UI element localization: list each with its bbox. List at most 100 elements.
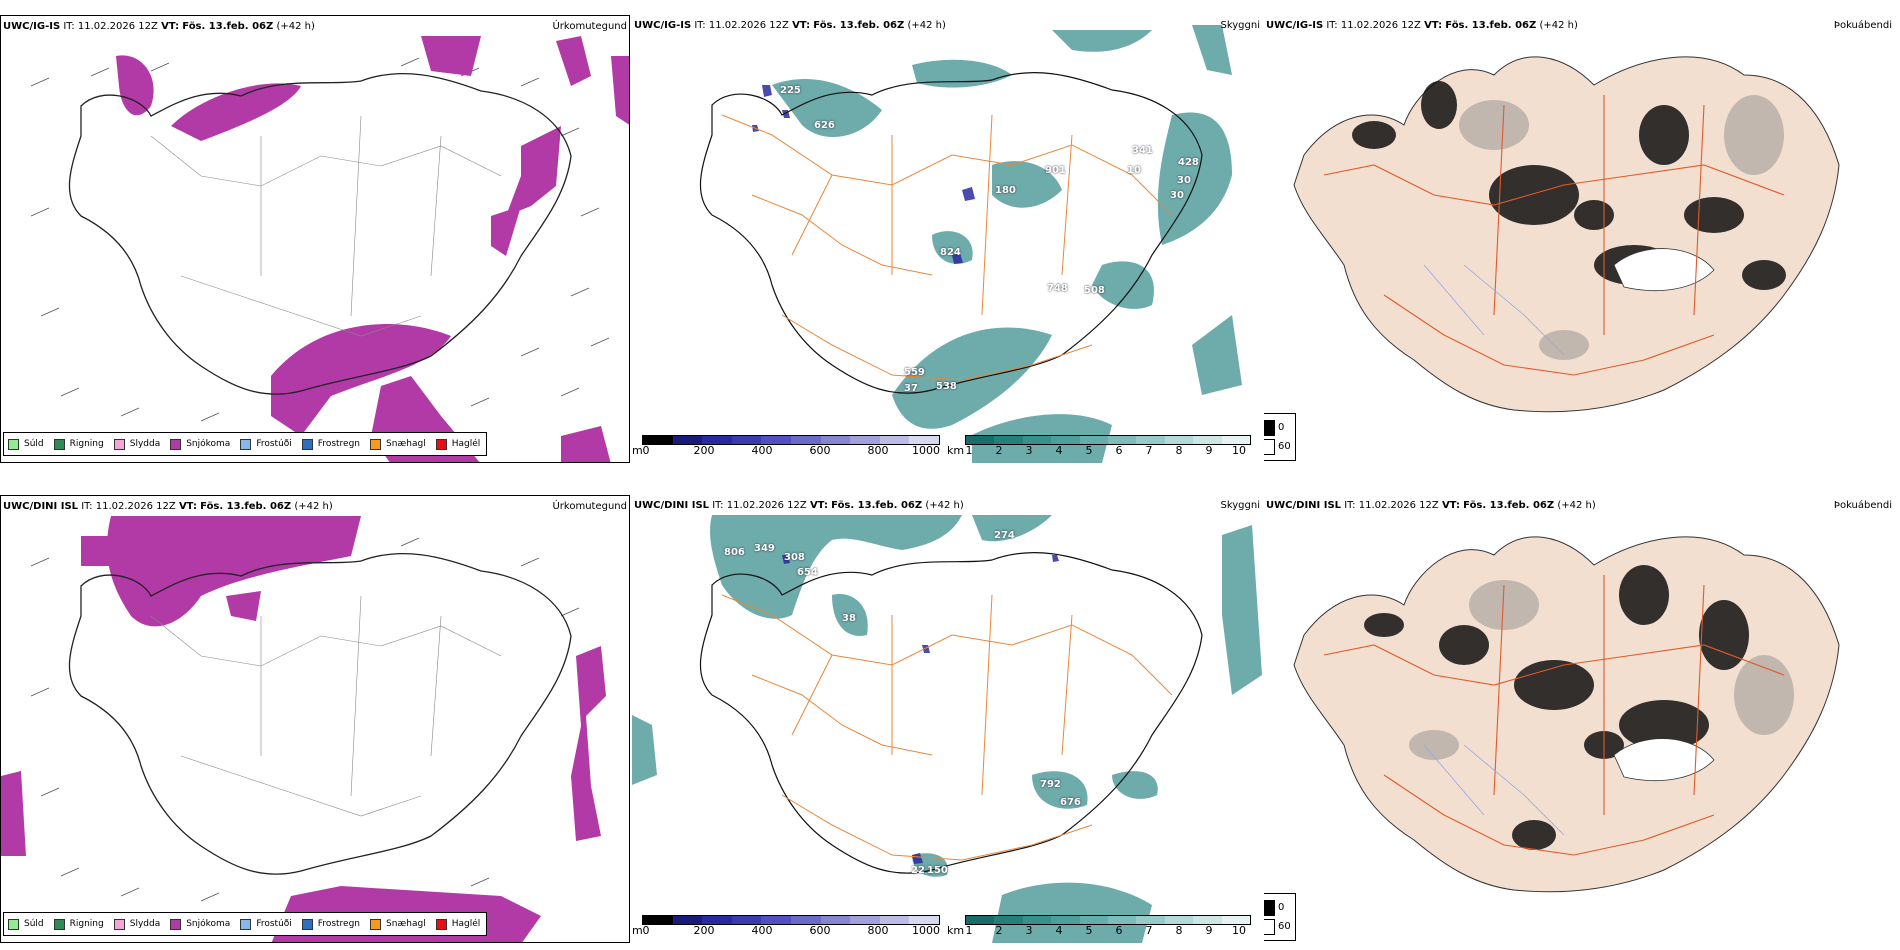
coastline	[68, 72, 572, 395]
legend-item: Súld	[8, 918, 44, 930]
legend-item: Snæhagl	[370, 918, 426, 930]
value-label: 349	[754, 543, 775, 554]
value-label: 824	[940, 247, 961, 258]
value-label: 654	[797, 567, 818, 578]
fog-legend-dark-swatch	[1264, 420, 1275, 436]
visibility-tick: 5	[1085, 444, 1093, 457]
glacier	[1613, 248, 1715, 292]
terrain-blue	[782, 555, 1059, 864]
value-label: 428	[1178, 157, 1199, 168]
visibility-tick: 4	[1055, 444, 1063, 457]
height-unit: m	[632, 444, 643, 457]
roads	[1323, 575, 1785, 856]
precip-map-dini	[1, 516, 606, 942]
value-label: 626	[814, 120, 835, 131]
height-tick: 600	[809, 444, 831, 457]
legend-swatch	[435, 438, 447, 450]
visibility-colorbar-gradient	[965, 915, 1251, 925]
rivers	[1423, 264, 1565, 356]
legend-swatch	[170, 918, 182, 930]
legend-swatch	[8, 438, 19, 450]
legend-swatch	[170, 438, 182, 450]
legend-item: Rigning	[53, 438, 104, 450]
visibility-panel-dini: UWC/DINI ISL IT: 11.02.2026 12Z VT: Fös.…	[632, 495, 1262, 943]
panel-header: UWC/DINI ISL IT: 11.02.2026 12Z VT: Fös.…	[3, 501, 333, 512]
height-tick: 200	[693, 924, 715, 937]
height-colorbar: m 0 200 400 600 800 1000	[632, 915, 944, 937]
visibility-tick: 9	[1205, 444, 1213, 457]
roads	[150, 115, 502, 337]
fog-gray	[1409, 580, 1794, 760]
height-colorbar-gradient	[642, 915, 940, 925]
legend-swatch	[8, 918, 19, 930]
legend-swatch	[53, 918, 65, 930]
visibility-map-dini	[632, 515, 1262, 943]
fog-legend: 0 60	[1264, 893, 1296, 941]
fog-gray	[1459, 95, 1784, 360]
fog-map-dini	[1293, 536, 1840, 893]
roads	[721, 594, 1173, 861]
land-area	[1293, 56, 1840, 413]
roads	[1323, 95, 1785, 376]
visibility-colorbar: km 1 2 3 4 5 6 7 8 9 10	[947, 915, 1257, 937]
height-tick: 1000	[912, 924, 940, 937]
glacier	[1613, 738, 1715, 782]
fog-legend-light-swatch	[1264, 439, 1275, 455]
visibility-tick: 6	[1115, 924, 1123, 937]
fog-legend-light-swatch	[1264, 919, 1275, 935]
coastline	[68, 552, 572, 875]
panel-header: UWC/IG-IS IT: 11.02.2026 12Z VT: Fös. 13…	[634, 20, 946, 31]
panel-title: Þokuábendi	[1833, 20, 1892, 31]
legend-item: Frostregn	[301, 438, 360, 450]
roads	[150, 595, 502, 817]
visibility-tick: 10	[1232, 924, 1246, 937]
height-tick: 0	[642, 924, 650, 937]
fog-areas	[1352, 81, 1786, 290]
precip-panel-dini: UWC/DINI ISL IT: 11.02.2026 12Z VT: Fös.…	[0, 495, 630, 943]
legend-item: Snjókoma	[170, 438, 230, 450]
height-tick: 400	[751, 444, 773, 457]
visibility-tick: 1	[965, 444, 973, 457]
fog-legend-dark-label: 0	[1278, 422, 1285, 433]
visibility-tick: 7	[1145, 444, 1153, 457]
legend-item: Frostregn	[301, 918, 360, 930]
legend-swatch	[240, 918, 252, 930]
wind-barbs	[30, 537, 600, 902]
height-tick: 800	[867, 924, 889, 937]
legend-swatch	[301, 438, 313, 450]
panel-header: UWC/DINI ISL IT: 11.02.2026 12Z VT: Fös.…	[634, 500, 964, 511]
value-label: 180	[995, 185, 1016, 196]
panel-header: UWC/IG-IS IT: 11.02.2026 12Z VT: Fös. 13…	[1266, 20, 1578, 31]
value-label: 274	[994, 530, 1015, 541]
visibility-tick: 3	[1025, 924, 1033, 937]
height-tick: 0	[642, 444, 650, 457]
legend-item: Slydda	[113, 438, 160, 450]
value-label: 676	[1060, 797, 1081, 808]
value-label: 559	[904, 367, 925, 378]
legend-swatch	[435, 918, 447, 930]
legend-swatch	[53, 438, 65, 450]
value-label: 792	[1040, 779, 1061, 790]
height-tick: 600	[809, 924, 831, 937]
fog-legend: 0 60	[1264, 413, 1296, 461]
precip-panel-ig: UWC/IG-IS IT: 11.02.2026 12Z VT: Fös. 13…	[0, 15, 630, 463]
value-label: 748	[1047, 283, 1068, 294]
height-colorbar: m 0 200 400 600 800 1000	[632, 435, 944, 457]
visibility-tick: 3	[1025, 444, 1033, 457]
snow-areas	[116, 36, 629, 462]
legend-swatch	[240, 438, 252, 450]
value-label: 150	[927, 865, 948, 876]
visibility-tick: 8	[1175, 444, 1183, 457]
value-label: 38	[842, 613, 856, 624]
visibility-panel-ig: UWC/IG-IS IT: 11.02.2026 12Z VT: Fös. 13…	[632, 15, 1262, 463]
value-label: 508	[1084, 285, 1105, 296]
visibility-tick: 9	[1205, 924, 1213, 937]
precip-map-ig	[30, 36, 629, 462]
height-tick: 400	[751, 924, 773, 937]
visibility-colorbar-gradient	[965, 435, 1251, 445]
coastline	[699, 71, 1203, 394]
visibility-tick: 5	[1085, 924, 1093, 937]
value-label: 225	[780, 85, 801, 96]
legend-item: Rigning	[53, 918, 104, 930]
value-label: 30	[1177, 175, 1191, 186]
